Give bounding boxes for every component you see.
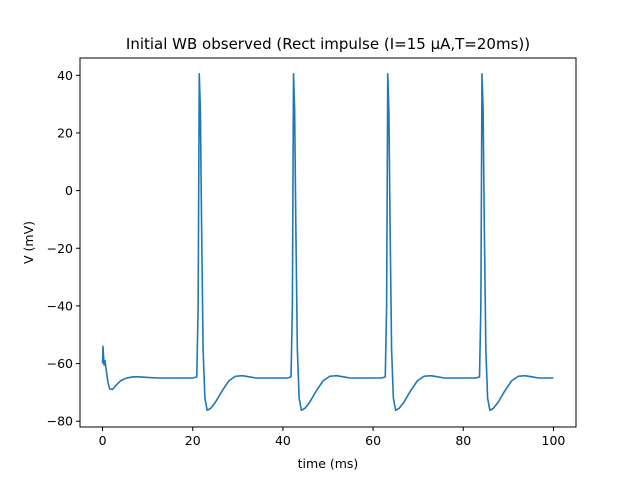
series-line-0 (101, 73, 554, 412)
chart-title: Initial WB observed (Rect impulse (I=15 … (126, 35, 530, 53)
y-axis-ticks: −80 −60 −40 −20 0 20 40 (47, 68, 80, 429)
x-tick-label: 0 (99, 433, 107, 448)
x-axis-label: time (ms) (298, 456, 359, 471)
y-tick-label: 40 (57, 68, 73, 83)
y-tick-label: 20 (57, 125, 73, 140)
x-tick-label: 100 (542, 433, 566, 448)
x-tick-label: 40 (275, 433, 291, 448)
y-axis-label: V (mV) (21, 221, 36, 264)
x-tick-label: 20 (185, 433, 201, 448)
y-tick-label: −80 (47, 414, 73, 429)
x-axis-ticks: 0 20 40 60 80 100 (99, 427, 566, 448)
x-tick-label: 80 (455, 433, 471, 448)
x-tick-label: 60 (365, 433, 381, 448)
y-tick-label: −20 (47, 241, 73, 256)
y-tick-label: 0 (65, 183, 73, 198)
y-tick-label: −60 (47, 356, 73, 371)
axes-frame (79, 57, 577, 428)
plot-area (101, 73, 554, 412)
y-tick-label: −40 (47, 298, 73, 313)
